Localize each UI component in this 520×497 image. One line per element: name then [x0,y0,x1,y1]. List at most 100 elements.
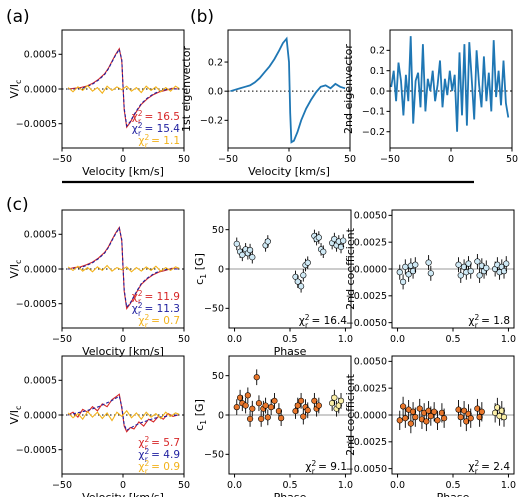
x-tick-label: 0.0 [227,334,242,345]
x-tick-label: 50 [178,334,190,345]
data-point [271,397,278,404]
chart-d3: 0.0 0.5 1.0 0.0050 0.0025 0.0000 −0.0025 −0.005… [344,355,516,497]
data-point [478,408,485,415]
x-tick-label: 1.0 [501,480,516,491]
series-line-2 [67,84,180,95]
chi-square-annotation: χ2 r = 1.1 [138,133,180,150]
data-point [416,405,423,412]
y-tick-label: 0.0025 [354,383,387,394]
data-point [431,408,438,415]
chi-square-annotation: χ2 r = 16.4 [299,313,348,330]
data-point [233,404,240,411]
chart-a: −50 0 50 0.0005 0.0000 −0.0005 Velocity [km/s]… [8,29,190,178]
y-axis-label: 2nd eigenvector [342,44,355,134]
y-tick-label: 0.0000 [24,264,57,275]
y-tick-label: 0.0 [370,86,385,97]
series-line-2 [67,264,180,273]
data-point [253,374,260,381]
x-tick-label: 0.5 [445,334,460,345]
y-tick-label: 50 [212,225,224,236]
data-point [463,418,470,425]
y-tick-label: 0.0000 [354,264,387,275]
x-tick-label: 0.5 [445,480,460,491]
data-point [474,258,481,265]
data-point [294,402,301,409]
data-point [239,251,246,258]
data-point [300,272,307,279]
data-point [258,415,265,423]
data-point [494,404,501,411]
chart-c3: 0.0 0.5 1.0 0.0050 0.0025 0.0000 −0.0025 −0.005… [344,209,516,345]
data-point [268,404,275,411]
data-point [438,409,446,416]
chart-d2: 0.0 0.5 1.0 −50 0 50 Phase c1 [G] χ2r = 9.1 [193,355,353,497]
chi-square-annotation: χ2 r = 4.9 [138,447,180,464]
plot-area [229,369,351,427]
panel-label-a: (a) [6,7,30,27]
series-line-1 [68,226,178,309]
plot-area [62,225,184,311]
data-point [441,415,448,422]
data-point [423,418,430,425]
chart-b2: −50 0 50 −0.2 −0.1 0.0 0.1 0.2 2nd eigenvector [342,29,518,165]
data-point [244,392,251,399]
data-point [476,414,483,421]
data-point [457,272,464,279]
x-tick-label: 0.0 [227,480,242,491]
y-tick-label: −0.0005 [16,445,57,456]
x-axis-label: Velocity [km/s] [248,165,330,178]
series-line-0 [230,36,346,144]
y-axis-label: 1st eigenvector [180,46,193,132]
data-point [242,402,249,409]
data-point [275,407,283,415]
data-point [246,415,254,423]
y-tick-label: 0.0050 [354,211,387,222]
y-tick-label: 0.2 [370,46,385,57]
data-point [405,271,412,278]
plot-area [392,396,514,434]
data-point [492,409,499,416]
data-point [500,414,508,421]
y-tick-label: 0.1 [370,66,385,77]
data-point [329,400,336,407]
data-point [278,415,285,422]
y-tick-label: 0.0000 [354,410,387,421]
series-line-2 [67,409,180,422]
plot-area [392,253,514,290]
chi-square-annotation: χ2 r = 0.9 [138,459,180,476]
data-point [304,259,311,266]
chi-square-annotation: χ2 r = 5.7 [138,435,180,452]
chi-square-annotation: χ2 r = 11.9 [132,289,180,306]
y-tick-label: 0.0000 [24,410,57,421]
data-point [455,261,462,268]
x-tick-label: 1.0 [338,480,353,491]
data-point [503,260,510,267]
y-tick-label: 0.0 [208,86,223,97]
series-line-0 [67,225,178,311]
y-tick-label: 0 [218,410,224,421]
data-point [399,403,407,410]
data-point [300,413,307,420]
chart-c1: −50 0 50 0.0005 0.0000 −0.0005 Velocity [km/s]… [8,209,190,358]
plot-area [228,36,350,144]
y-tick-label: −0.2 [200,116,223,127]
data-point [249,405,256,412]
chi-square-annotation: χ2 r = 1.8 [468,313,510,330]
y-tick-label: −0.2 [362,127,385,138]
y-tick-label: −0.0025 [346,437,387,448]
data-point [304,407,311,414]
data-point [460,263,468,270]
x-tick-label: 1.0 [338,334,353,345]
y-tick-label: 0.0025 [354,237,387,248]
data-point [264,238,271,245]
series-line-0 [390,36,510,132]
y-tick-label: −50 [204,304,224,315]
y-tick-label: −0.0005 [16,119,57,130]
data-point [460,407,468,414]
y-axis-label: 2nd coefficient [344,227,357,309]
y-tick-label: 0.0050 [354,357,387,368]
data-point [331,394,338,401]
y-tick-label: 0.0000 [24,84,57,95]
x-tick-label: 0 [286,154,292,165]
data-point [315,234,322,241]
